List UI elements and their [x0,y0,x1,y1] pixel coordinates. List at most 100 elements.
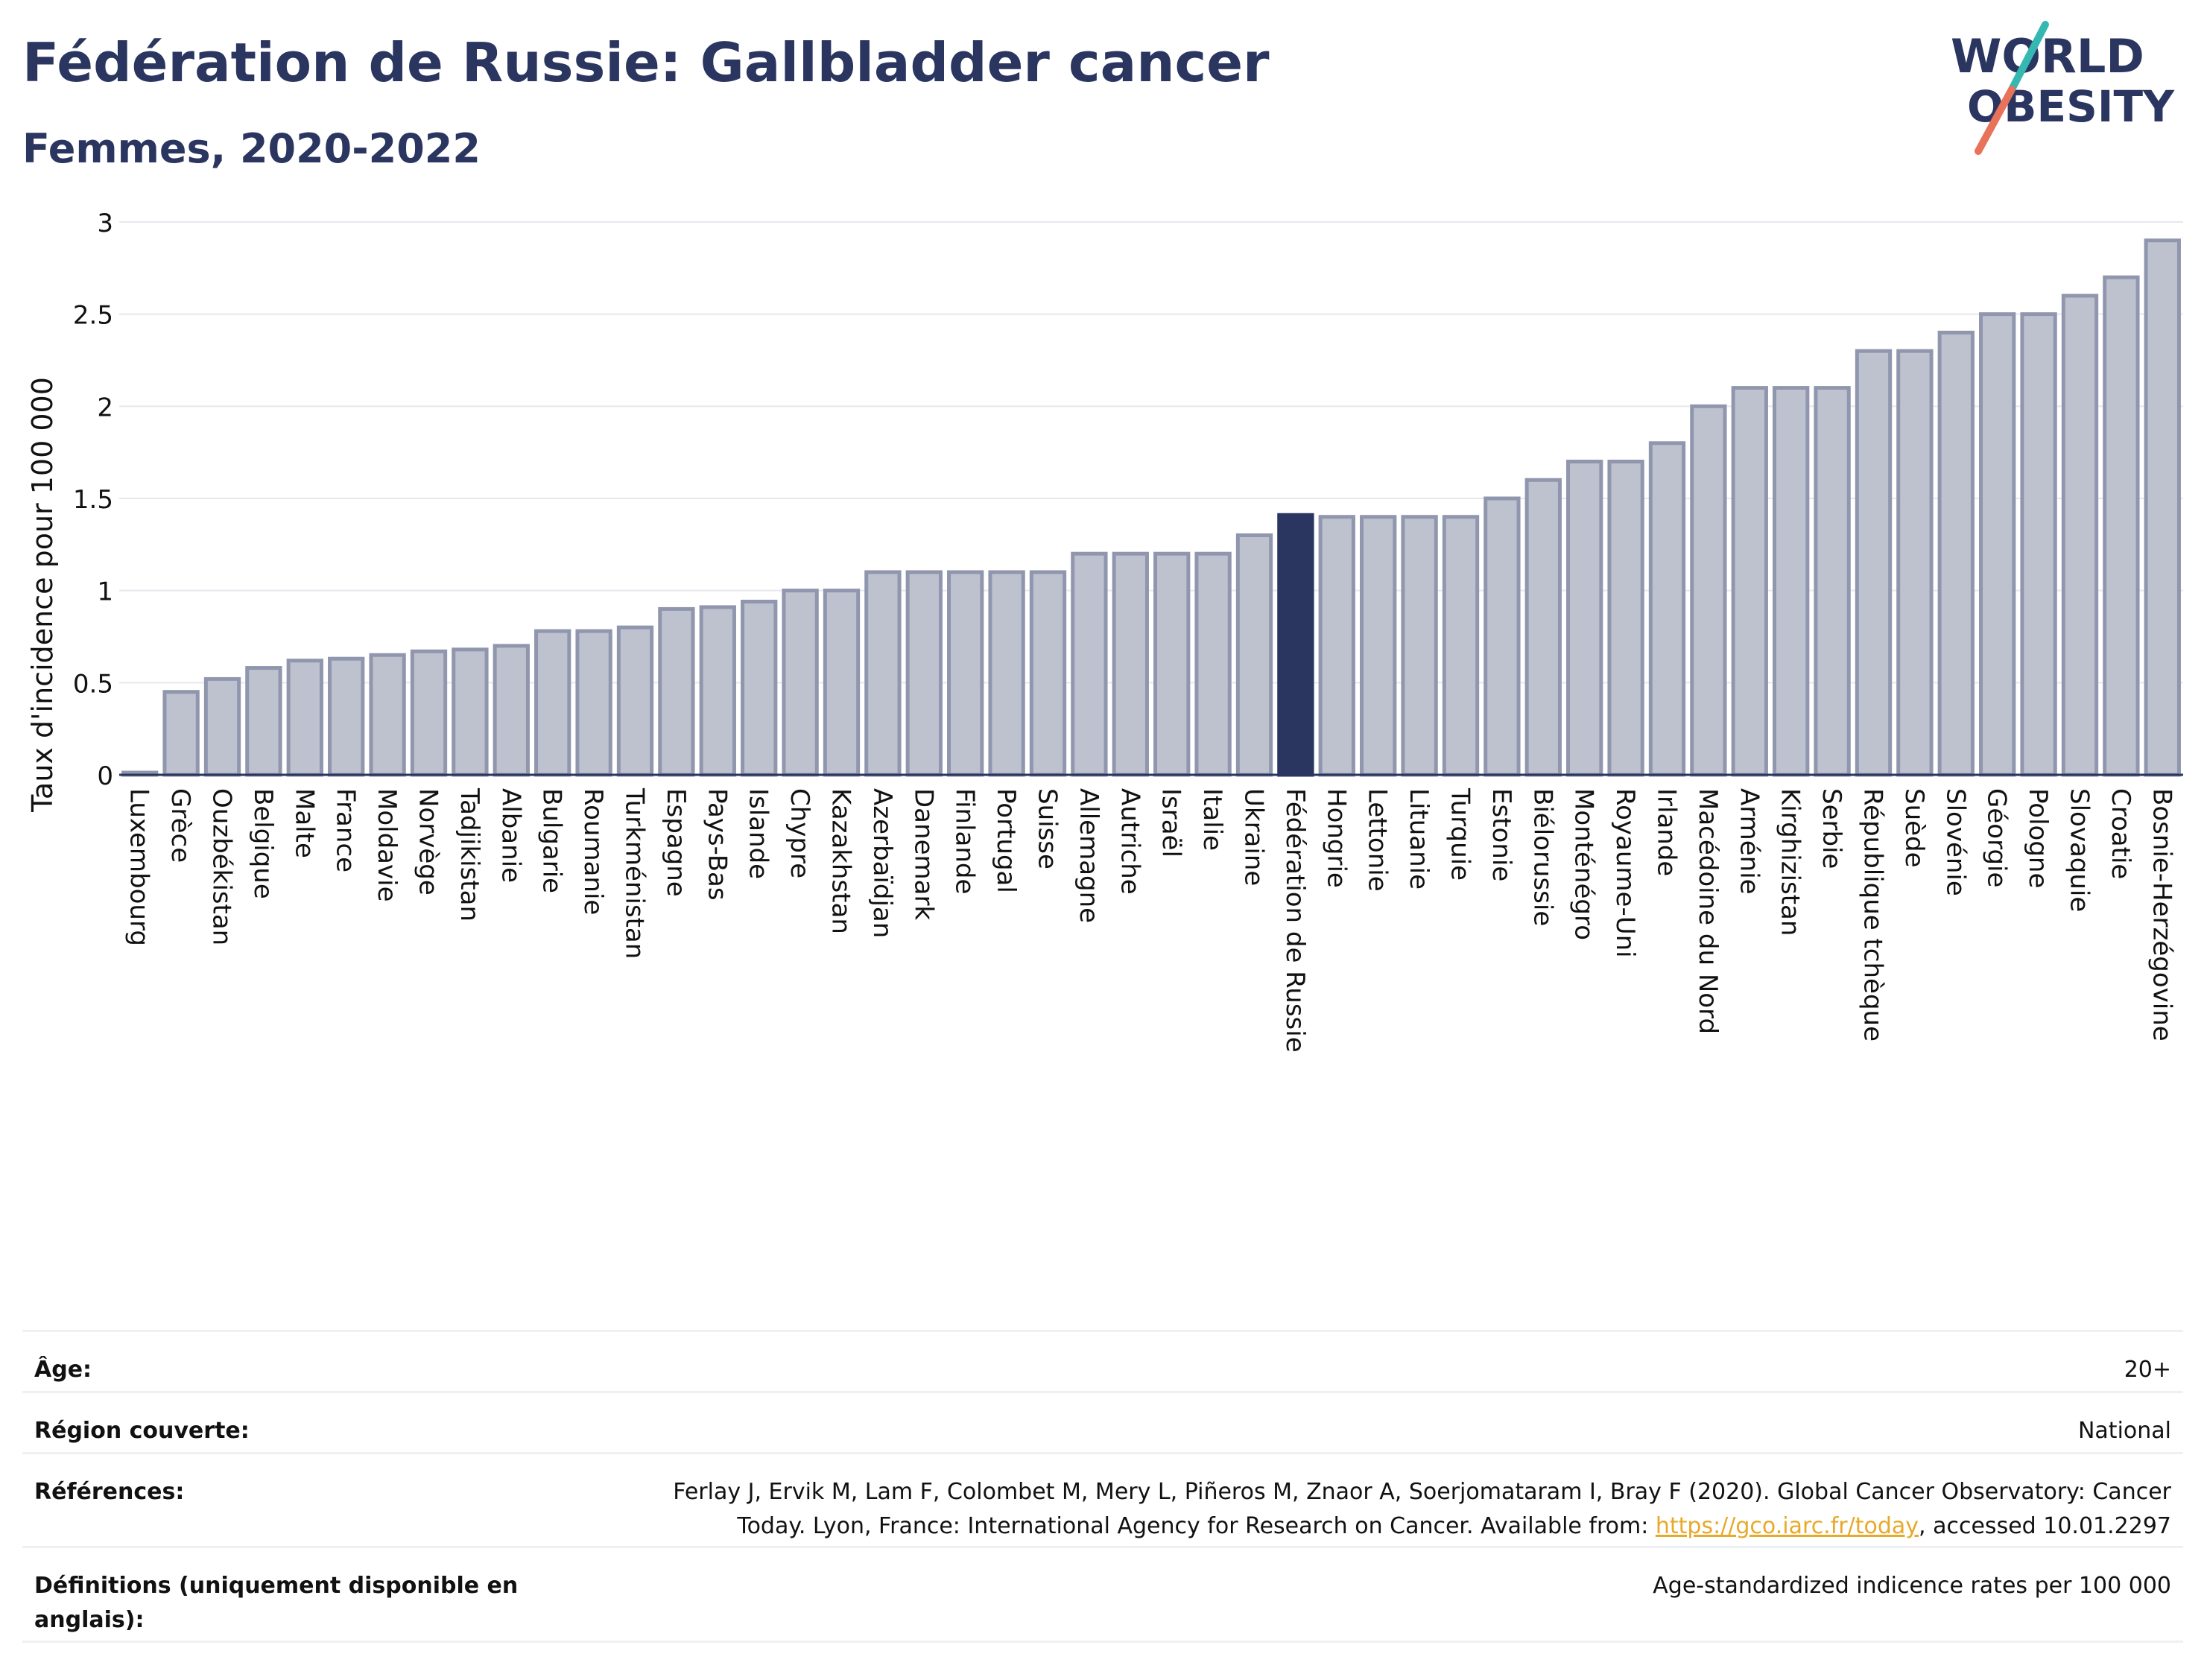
bars [119,238,2183,777]
y-tick-label: 0.5 [73,669,113,699]
bar [2061,294,2099,777]
x-tick-label: Slovaquie [2065,788,2094,912]
bar [1731,386,1768,777]
bar [823,589,861,777]
y-tick-label: 3 [97,209,113,238]
x-tick-label: Arménie [1734,788,1764,895]
y-axis-ticks: 0 0.5 1 1.5 2 2.5 3 [73,209,113,791]
bar [1648,441,1686,777]
references-tail: , accessed 10.01.2297 [1919,1513,2171,1539]
bar [741,600,778,777]
x-tick-label: Biélorussie [1527,788,1557,926]
x-tick-label: Kirghizistan [1776,788,1805,936]
bar [1153,551,1191,777]
y-tick-label: 2.5 [73,301,113,331]
x-tick-label: Serbie [1817,788,1846,869]
x-tick-label: Fédération de Russie [1280,788,1310,1053]
bar [1401,515,1438,777]
bar [162,690,200,777]
x-tick-label: Estonie [1486,788,1516,881]
bar [1029,570,1067,777]
bar-chart: 0 0.5 1 1.5 2 2.5 3 Luxembourg Grèce Ouzbékistan… [26,209,2183,1053]
bar [452,647,489,777]
bar [1979,312,2016,777]
info-row-age: Âge: 20+ [22,1330,2183,1391]
region-label: Région couverte: [34,1418,250,1444]
bar [534,629,571,777]
x-tick-label: Pays-Bas [702,788,732,901]
y-tick-label: 0 [97,761,113,791]
x-tick-label: Portugal [991,788,1021,893]
bar [410,649,448,777]
info-row-region: Région couverte: National [22,1391,2183,1452]
x-tick-label: Suisse [1033,788,1063,869]
bar [1937,330,1975,777]
bar [1071,551,1108,777]
bar [658,606,695,777]
x-tick-label: Allemagne [1074,788,1103,923]
x-tick-label: Moldavie [372,788,402,902]
x-tick-label: Albanie [495,788,525,883]
bar [203,676,241,777]
bar [616,625,654,777]
bar [328,656,365,777]
info-row-references: Références: Ferlay J, Ervik M, Lam F, Co… [22,1452,2183,1546]
y-tick-label: 1.5 [73,485,113,515]
region-value: National [2077,1418,2171,1444]
bar [575,629,612,777]
bar [947,570,984,777]
bar [1318,515,1355,777]
x-tick-label: Pologne [2023,788,2053,888]
x-tick-label: Israël [1156,788,1186,858]
bar [988,570,1025,777]
x-tick-label: Autriche [1115,788,1144,895]
x-tick-label: France [331,788,361,872]
bar [1855,349,1893,777]
x-tick-label: Bosnie-Herzégovine [2147,788,2176,1042]
references-label: Références: [34,1479,185,1505]
x-tick-label: Lituanie [1404,788,1434,890]
x-tick-label: Roumanie [578,788,608,915]
x-tick-label: Islande [744,788,773,879]
x-tick-label: Ouzbékistan [207,788,237,945]
chart-subtitle: Femmes, 2020-2022 [22,125,481,172]
references-value: Ferlay J, Ervik M, Lam F, Colombet M, Me… [621,1475,2171,1544]
info-table: Âge: 20+ Région couverte: National Référ… [22,1330,2183,1643]
definitions-value: Age-standardized indicence rates per 100… [1653,1573,2171,1599]
x-tick-label: République tchèque [1858,788,1888,1042]
x-tick-label: Chypre [785,788,814,878]
world-obesity-logo[interactable]: WORLD OBESITY [1945,19,2191,156]
references-text: Ferlay J, Ervik M, Lam F, Colombet M, Me… [673,1479,2171,1539]
y-tick-label: 1 [97,577,113,607]
x-tick-label: Italie [1197,788,1227,851]
y-axis-label: Taux d'incidence pour 100 000 [26,377,59,813]
x-tick-label: Espagne [661,788,691,897]
x-tick-label: Norvège [414,788,443,896]
x-tick-label: Turquie [1445,787,1475,881]
bar [1112,551,1149,777]
age-label: Âge: [34,1357,92,1383]
x-tick-label: Suède [1899,788,1929,868]
x-tick-label: Turkménistan [620,787,650,959]
x-tick-label: Danemark [908,788,938,920]
x-tick-label: Malte [289,788,319,858]
bar [369,653,406,777]
age-value: 20+ [2124,1357,2171,1383]
x-tick-label: Ukraine [1239,788,1269,886]
x-tick-label: Hongrie [1321,788,1351,888]
bar [1483,496,1521,777]
x-tick-label: Bulgarie [537,788,567,893]
bar [1235,533,1273,777]
bar [699,605,736,777]
x-tick-label: Belgique [248,788,278,899]
bar [1360,515,1397,777]
references-link[interactable]: https://gco.iarc.fr/today [1655,1513,1919,1539]
x-tick-label: Lettonie [1363,788,1393,892]
bar [905,570,943,777]
definitions-label: Définitions (uniquement disponible en an… [34,1573,519,1633]
x-tick-label: Azerbaïdjan [867,788,897,938]
logo-line-1: WORLD [1951,29,2144,83]
x-tick-label: Kazakhstan [826,788,856,934]
bar [493,644,530,777]
y-tick-label: 2 [97,393,113,422]
